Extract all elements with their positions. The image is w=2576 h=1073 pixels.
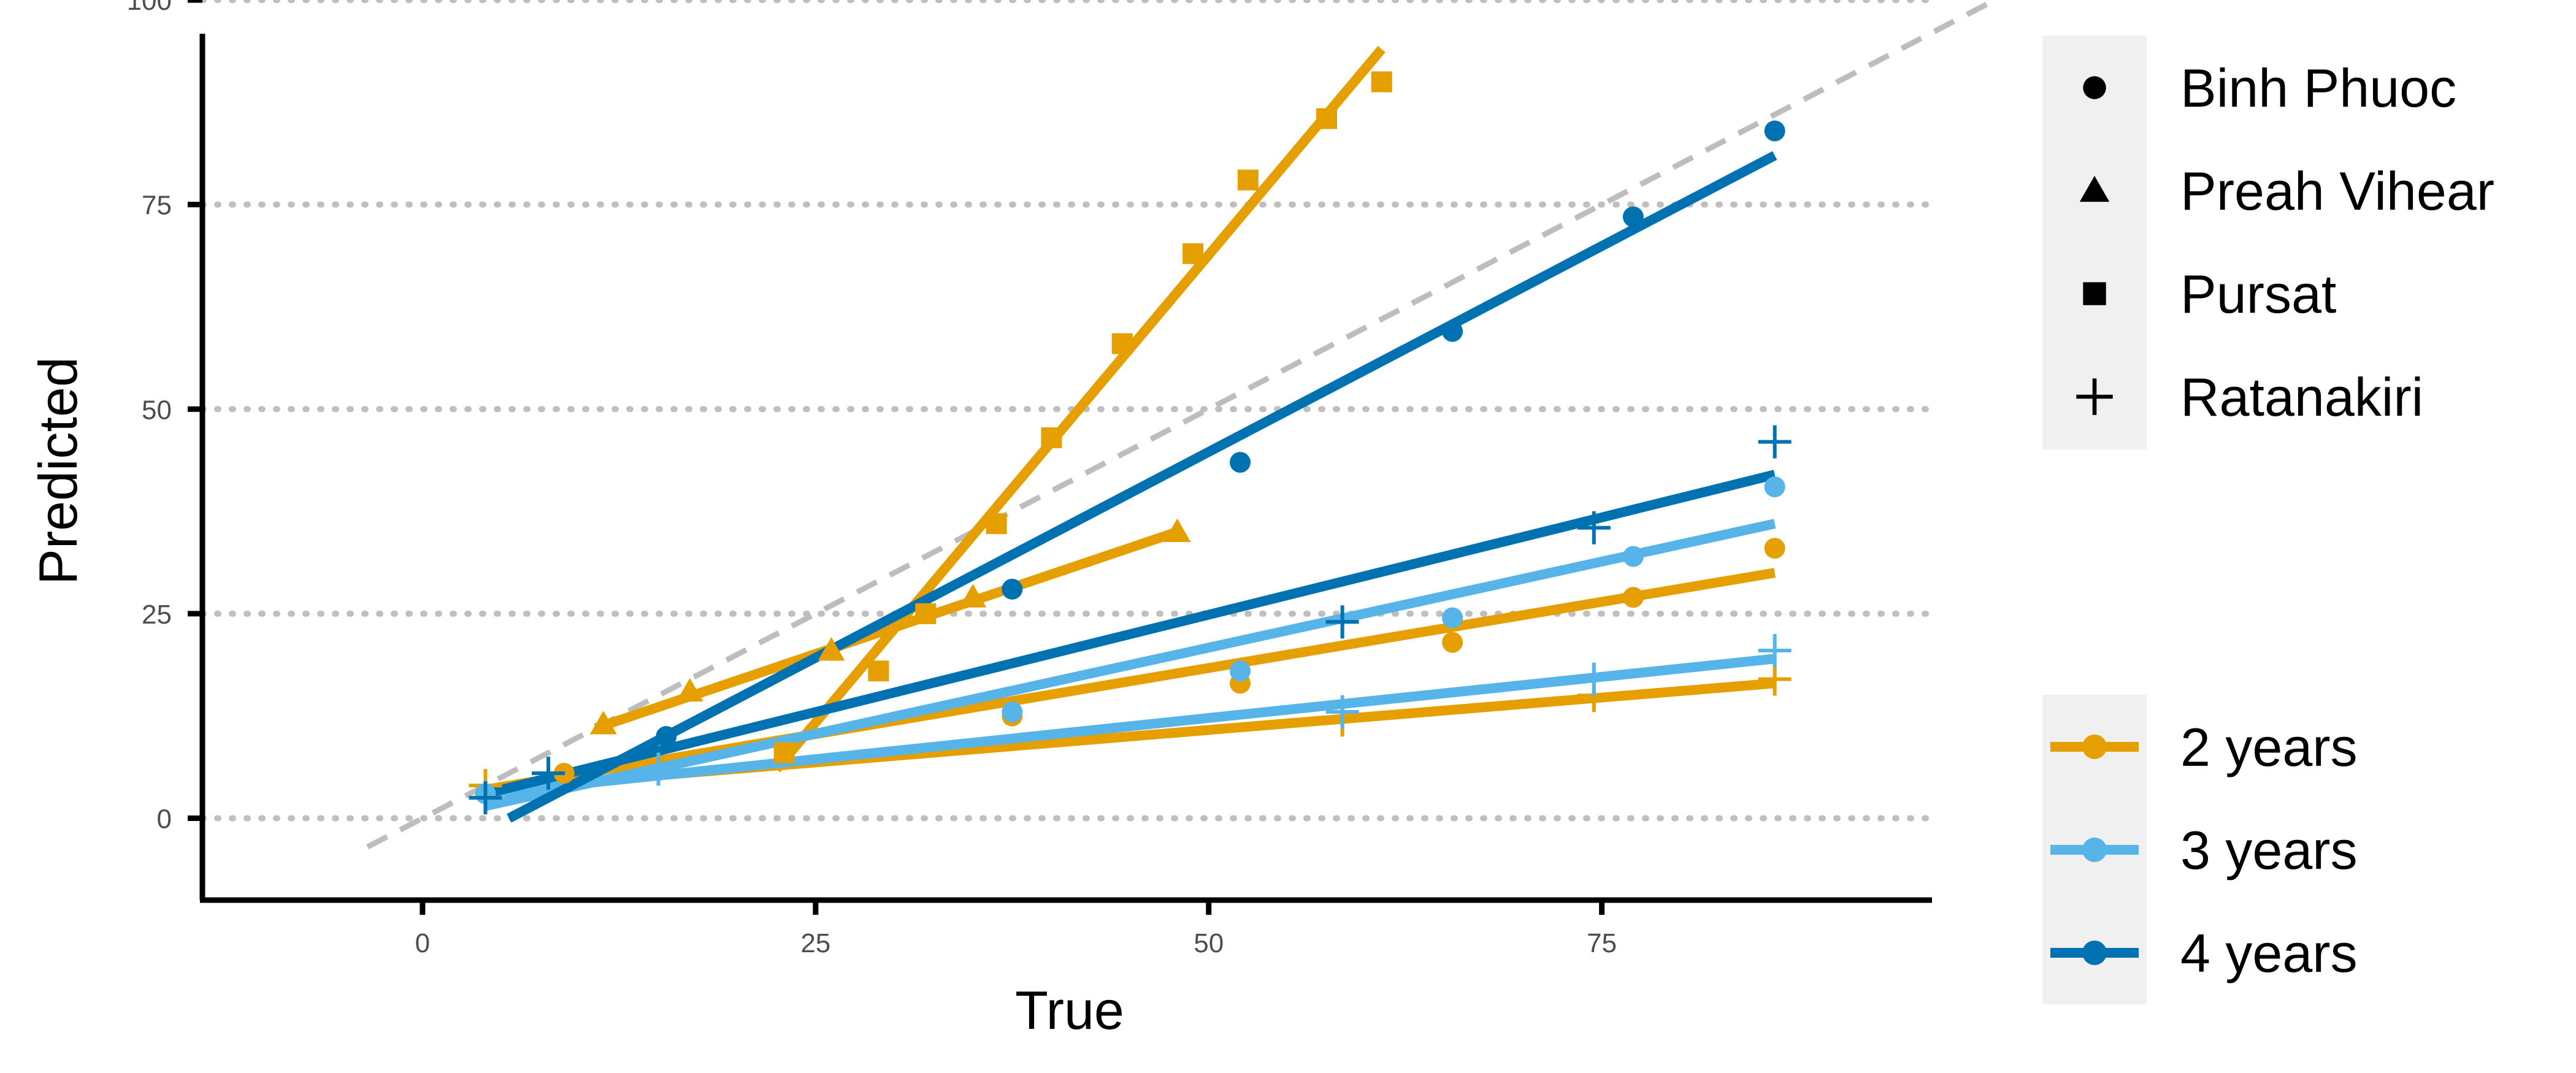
- color-legend-label: 2 years: [2180, 717, 2358, 777]
- data-point-triangle: [959, 584, 987, 608]
- legend-point-swatch: [2082, 735, 2107, 759]
- data-point-plus: [1758, 662, 1792, 696]
- shape-legend-label: Ratanakiri: [2180, 367, 2423, 427]
- shape-legend-item: Preah Vihear: [2079, 161, 2494, 221]
- shape-legend-item: Binh Phuoc: [2083, 58, 2456, 118]
- shape-legend-label: Pursat: [2180, 264, 2336, 324]
- fit-line-3-years-binh-phuoc: [484, 519, 1776, 811]
- y-tick-label: 75: [142, 191, 172, 221]
- data-point-circle: [1442, 321, 1463, 342]
- axes: [188, 0, 1932, 915]
- data-point-square: [1183, 243, 1204, 264]
- data-point-circle: [656, 726, 677, 747]
- data-point-triangle: [818, 636, 845, 661]
- data-point-circle: [1622, 546, 1644, 567]
- y-axis-title: Predicted: [28, 357, 88, 585]
- shape-legend-label: Binh Phuoc: [2180, 58, 2456, 118]
- data-point-square: [868, 660, 889, 682]
- data-point-plus: [469, 781, 502, 815]
- data-point-triangle: [589, 711, 617, 735]
- data-point-circle: [1442, 632, 1463, 653]
- data-point-triangle: [1163, 518, 1191, 542]
- x-tick-label: 0: [415, 928, 430, 958]
- data-point-triangle: [676, 678, 703, 702]
- grid: [199, 0, 1935, 822]
- fit-line-3-years-ratanakiri: [485, 654, 1776, 799]
- y-tick-label: 0: [157, 804, 172, 834]
- color-legend: 2 years 3 years 4 years: [2042, 695, 2358, 1004]
- legend-point-swatch: [2082, 838, 2107, 862]
- data-point-square: [1041, 427, 1062, 448]
- legend-triangle-icon: [2079, 175, 2110, 202]
- fit-lines: [484, 45, 1777, 823]
- data-point-square: [915, 603, 937, 624]
- color-legend-label: 4 years: [2180, 923, 2358, 983]
- data-point-square: [1111, 333, 1133, 354]
- color-legend-item: 3 years: [2050, 820, 2358, 880]
- shape-legend-item: Ratanakiri: [2076, 367, 2423, 427]
- data-point-circle: [1230, 452, 1251, 473]
- shape-legend: Binh Phuoc Preah Vihear Pursat Ratanakiri: [2042, 36, 2494, 449]
- data-point-square: [1371, 71, 1392, 93]
- x-tick-label: 50: [1194, 928, 1224, 958]
- data-point-plus: [1577, 662, 1611, 696]
- tick-labels: 0 25 50 75 100 0 25 50 75: [127, 0, 1617, 958]
- legend-point-swatch: [2082, 941, 2107, 965]
- data-point-plus: [532, 757, 565, 790]
- data-point-square: [986, 513, 1007, 535]
- data-point-square: [1316, 108, 1337, 129]
- data-point-circle: [1622, 206, 1644, 227]
- data-point-circle: [1002, 578, 1023, 600]
- y-tick-label: 25: [142, 600, 172, 630]
- data-point-plus: [1758, 425, 1792, 459]
- data-points: [469, 71, 1792, 815]
- data-point-plus: [1325, 695, 1359, 729]
- data-point-square: [1237, 169, 1259, 191]
- data-point-circle: [1764, 538, 1785, 559]
- color-legend-item: 2 years: [2050, 717, 2358, 777]
- data-point-circle: [1764, 476, 1785, 498]
- color-legend-label: 3 years: [2180, 820, 2358, 880]
- y-tick-label: 100: [127, 0, 172, 16]
- shape-legend-item: Pursat: [2083, 264, 2336, 324]
- data-point-circle: [1764, 120, 1785, 142]
- fit-line-4-years-binh-phuoc: [507, 151, 1777, 823]
- data-point-plus: [1325, 605, 1359, 639]
- legend-square-icon: [2083, 282, 2106, 305]
- data-point-plus: [1577, 511, 1611, 544]
- reference-line: [366, 0, 1996, 850]
- x-tick-label: 75: [1587, 928, 1617, 958]
- color-legend-item: 4 years: [2050, 923, 2358, 983]
- fit-line-4-years-ratanakiri: [484, 470, 1776, 799]
- data-point-square: [773, 742, 795, 763]
- data-point-circle: [1622, 587, 1644, 608]
- data-point-plus: [642, 752, 675, 786]
- data-point-circle: [1442, 607, 1463, 628]
- x-tick-label: 25: [800, 928, 830, 958]
- data-point-circle: [1230, 660, 1251, 682]
- legend-circle-icon: [2083, 76, 2106, 99]
- data-point-circle: [1002, 701, 1023, 723]
- legend-plus-icon: [2076, 378, 2113, 415]
- shape-legend-label: Preah Vihear: [2180, 161, 2494, 221]
- x-axis-title: True: [1015, 980, 1124, 1041]
- y-tick-label: 50: [142, 395, 172, 425]
- identity-reference-line: [366, 0, 1996, 850]
- fit-line-2-years-binh-phuoc: [485, 568, 1776, 795]
- data-point-plus: [1758, 633, 1792, 667]
- fit-line-2-years-pursat: [772, 45, 1386, 773]
